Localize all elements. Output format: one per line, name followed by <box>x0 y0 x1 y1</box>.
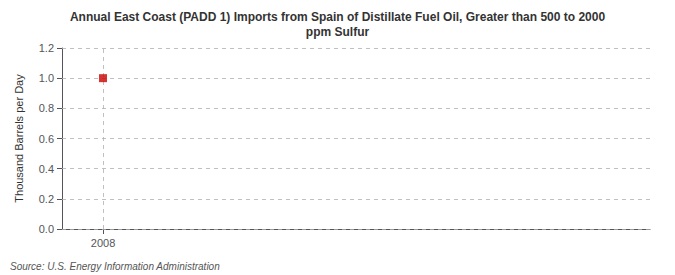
svg-text:Thousand Barrels per Day: Thousand Barrels per Day <box>13 74 25 203</box>
svg-text:2008: 2008 <box>91 237 115 249</box>
svg-text:0.0: 0.0 <box>39 223 54 235</box>
svg-text:1.2: 1.2 <box>39 42 54 54</box>
svg-text:0.6: 0.6 <box>39 133 54 145</box>
svg-text:1.0: 1.0 <box>39 72 54 84</box>
svg-text:ppm Sulfur: ppm Sulfur <box>306 25 370 39</box>
svg-text:0.8: 0.8 <box>39 102 54 114</box>
svg-text:Annual East Coast (PADD 1) Imp: Annual East Coast (PADD 1) Imports from … <box>70 10 606 24</box>
svg-text:0.2: 0.2 <box>39 193 54 205</box>
svg-text:0.4: 0.4 <box>39 163 54 175</box>
svg-text:Source: U.S. Energy Informatio: Source: U.S. Energy Information Administ… <box>10 261 220 272</box>
